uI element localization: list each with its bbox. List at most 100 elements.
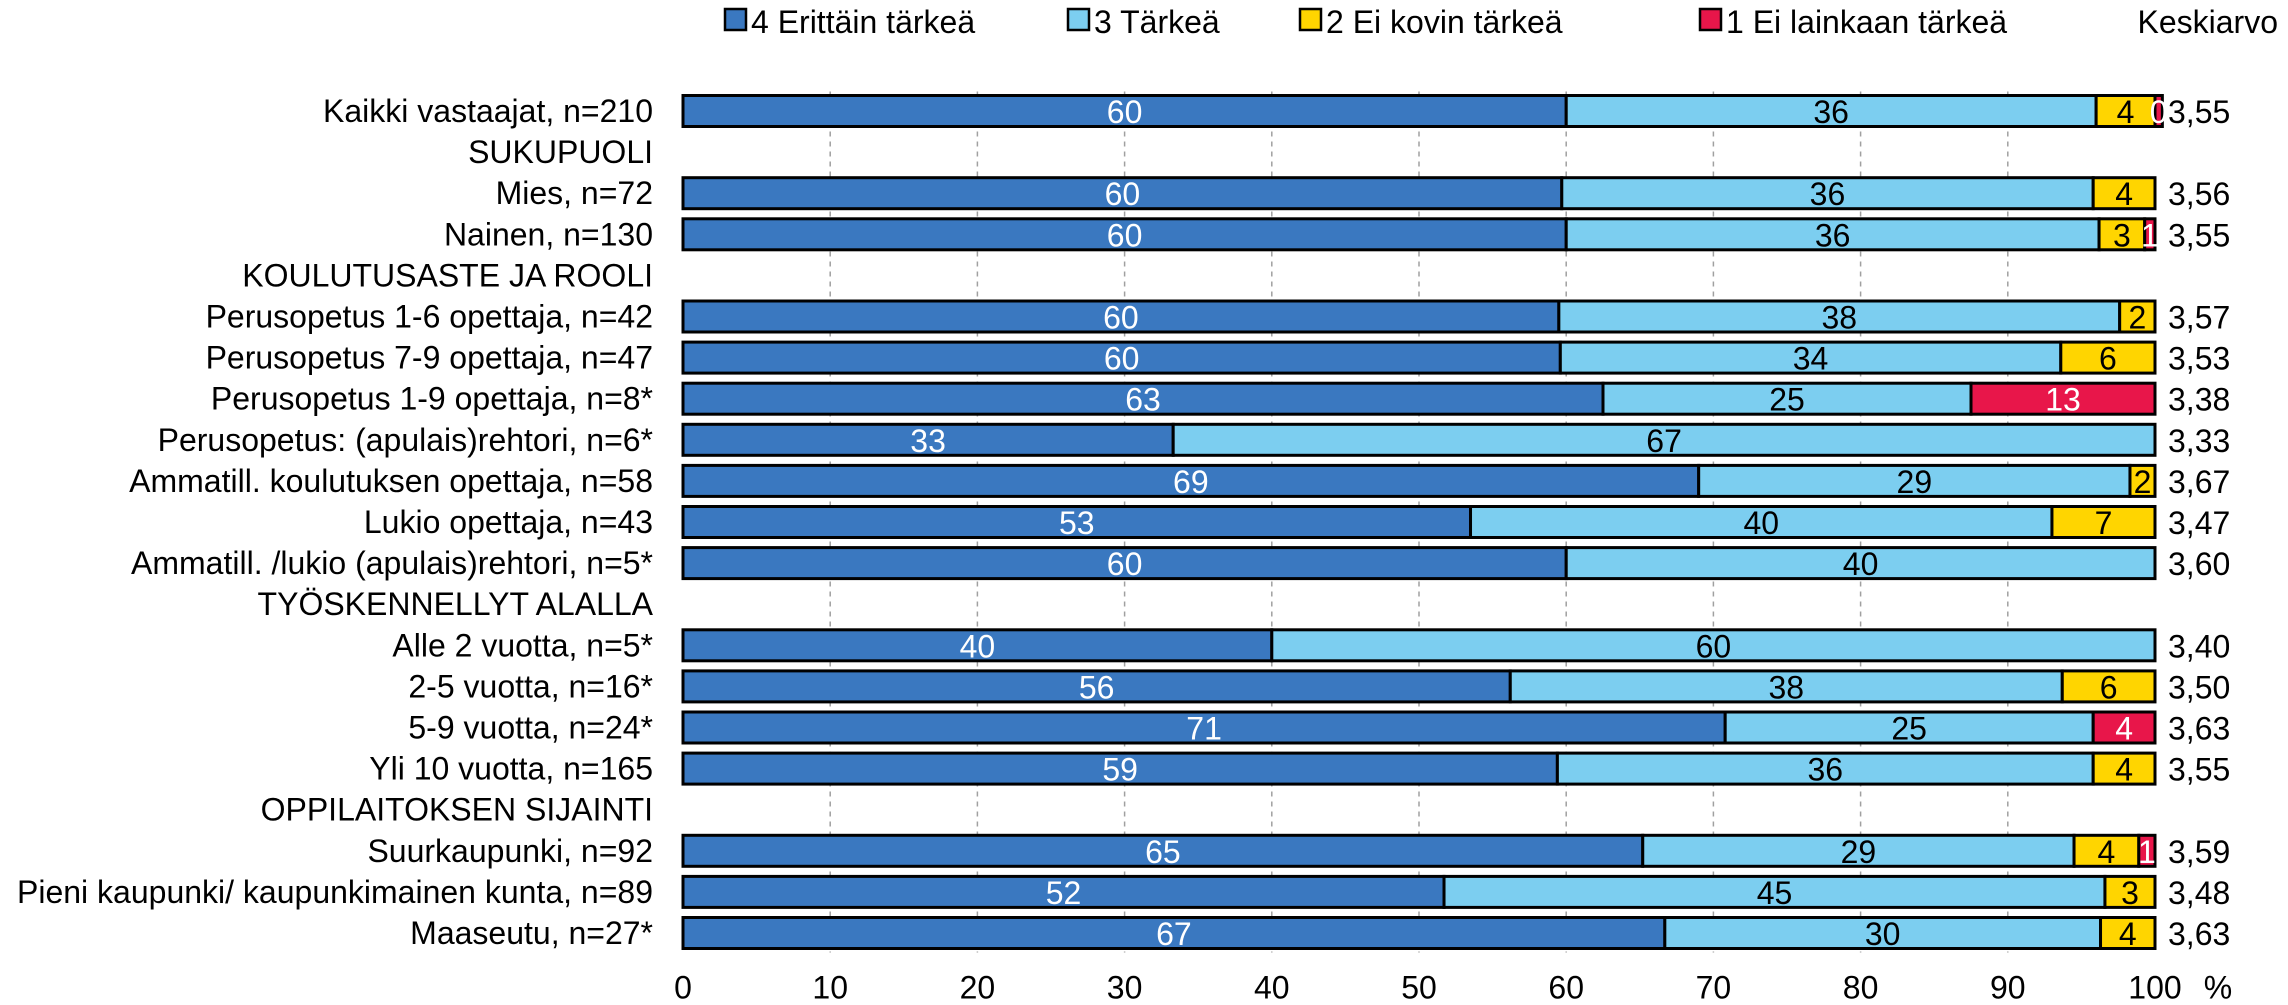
- data-label: 29: [1841, 834, 1877, 870]
- data-label: 53: [1059, 505, 1095, 541]
- bar-segment: [681, 751, 1559, 786]
- bar-segment: [2060, 669, 2157, 704]
- data-label: 4: [2119, 916, 2137, 952]
- category-label: Maaseutu, n=27*: [410, 915, 653, 951]
- bar-segment: [681, 710, 1727, 745]
- bar-segment: [2143, 217, 2157, 252]
- data-label: 67: [1156, 916, 1192, 952]
- data-label: 60: [1107, 217, 1143, 253]
- mean-value: 3,59: [2168, 834, 2230, 870]
- category-label: Kaikki vastaajat, n=210: [323, 93, 653, 129]
- x-tick-label: 60: [1548, 970, 1584, 1005]
- data-label: 63: [1125, 382, 1161, 418]
- category-label: 2-5 vuotta, n=16*: [408, 668, 653, 704]
- mean-value: 3,40: [2168, 628, 2230, 664]
- data-label: 60: [1104, 341, 1140, 377]
- data-label: 6: [2099, 341, 2117, 377]
- x-tick-label: 40: [1254, 970, 1290, 1005]
- bar-segment: [681, 874, 1446, 909]
- category-label: Perusopetus 1-6 opettaja, n=42: [206, 299, 653, 335]
- data-label: 1: [2138, 834, 2156, 870]
- bar-segment: [681, 299, 1561, 334]
- bar-segment: [2050, 505, 2157, 539]
- data-label: 13: [2045, 382, 2081, 418]
- legend: 4 Erittäin tärkeä 3 Tärkeä 2 Ei kovin tärk…: [723, 4, 2279, 40]
- bar-segment: [681, 669, 1512, 704]
- legend-label: 4 Erittäin tärkeä: [751, 4, 975, 40]
- mean-value: 3,67: [2168, 464, 2230, 500]
- bar-segment: [681, 628, 1274, 663]
- data-label: 52: [1046, 875, 1082, 911]
- data-label: 7: [2095, 505, 2113, 541]
- data-label: 56: [1079, 669, 1115, 705]
- bar-segment: [1270, 628, 2157, 663]
- bar-segment: [2091, 176, 2157, 211]
- data-label: 60: [1696, 628, 1732, 664]
- bar-segment: [1969, 381, 2157, 416]
- data-label: 40: [1743, 505, 1779, 541]
- bar-segment: [2137, 833, 2157, 868]
- data-label: 36: [1815, 217, 1851, 253]
- data-label: 65: [1145, 834, 1181, 870]
- legend-label: 2 Ei kovin tärkeä: [1326, 4, 1563, 40]
- data-label: 38: [1821, 300, 1857, 336]
- data-label: 36: [1807, 752, 1843, 788]
- category-label: Perusopetus: (apulais)rehtori, n=6*: [158, 422, 653, 458]
- bar-segment: [681, 463, 1701, 498]
- data-label: 38: [1768, 669, 1804, 705]
- data-label: 0: [2150, 94, 2168, 130]
- data-label: 25: [1891, 711, 1927, 747]
- category-labels: Kaikki vastaajat, n=210 SUKUPUOLI Mies, n=…: [17, 93, 654, 951]
- category-label: Suurkaupunki, n=92: [367, 833, 653, 869]
- mean-values: 3,55 3,56 3,55 3,57 3,53 3,38 3,33 3,67 3,47 3,60…: [2168, 94, 2230, 952]
- group-header: KOULUTUSASTE JA ROOLI: [242, 257, 653, 293]
- legend-swatch: [723, 7, 748, 32]
- bar-segment: [2118, 299, 2157, 334]
- data-label: 4: [2115, 711, 2133, 747]
- bar-segment: [2153, 94, 2164, 128]
- bar-segment: [1469, 505, 2054, 539]
- mean-value: 3,48: [2168, 875, 2230, 911]
- group-header: TYÖSKENNELLYT ALALLA: [258, 586, 654, 622]
- bar-segment: [1560, 176, 2095, 211]
- legend-label: 3 Tärkeä: [1094, 4, 1220, 40]
- data-label: 71: [1186, 711, 1222, 747]
- data-label: 4: [2115, 176, 2133, 212]
- mean-value: 3,50: [2168, 669, 2230, 705]
- category-label: Mies, n=72: [496, 175, 653, 211]
- data-label: 34: [1793, 341, 1829, 377]
- bar-segment: [2103, 874, 2157, 909]
- category-label: Nainen, n=130: [444, 216, 653, 252]
- mean-value: 3,57: [2168, 300, 2230, 336]
- data-label: 33: [910, 423, 946, 459]
- category-label: 5-9 vuotta, n=24*: [408, 710, 653, 746]
- bar-segment: [1723, 710, 2095, 745]
- data-label: 59: [1102, 752, 1138, 788]
- category-label: Lukio opettaja, n=43: [364, 504, 653, 540]
- bar-segment: [2128, 463, 2157, 498]
- data-label: 29: [1897, 464, 1933, 500]
- mean-value: 3,63: [2168, 916, 2230, 952]
- data-label: 60: [1107, 94, 1143, 130]
- data-label: 60: [1105, 176, 1141, 212]
- data-label: 67: [1646, 423, 1682, 459]
- data-label: 4: [2117, 94, 2135, 130]
- legend-swatch: [1066, 7, 1091, 32]
- data-label: 2: [2128, 300, 2146, 336]
- bar-segment: [1564, 546, 2157, 581]
- x-tick-label: 70: [1696, 970, 1732, 1005]
- x-tick-label: 100: [2128, 970, 2181, 1005]
- x-tick-label: 80: [1843, 970, 1879, 1005]
- bar-segment: [1558, 340, 2063, 375]
- data-label: 25: [1769, 382, 1805, 418]
- mean-value: 3,47: [2168, 505, 2230, 541]
- mean-value: 3,60: [2168, 546, 2230, 582]
- bar-segment: [1697, 463, 2132, 498]
- bar-segment: [681, 94, 1568, 128]
- bar-segment: [681, 546, 1568, 581]
- data-label: 1: [2141, 217, 2159, 253]
- data-label: 30: [1865, 916, 1901, 952]
- mean-value: 3,55: [2168, 94, 2230, 130]
- mean-header: Keskiarvo: [2138, 4, 2279, 40]
